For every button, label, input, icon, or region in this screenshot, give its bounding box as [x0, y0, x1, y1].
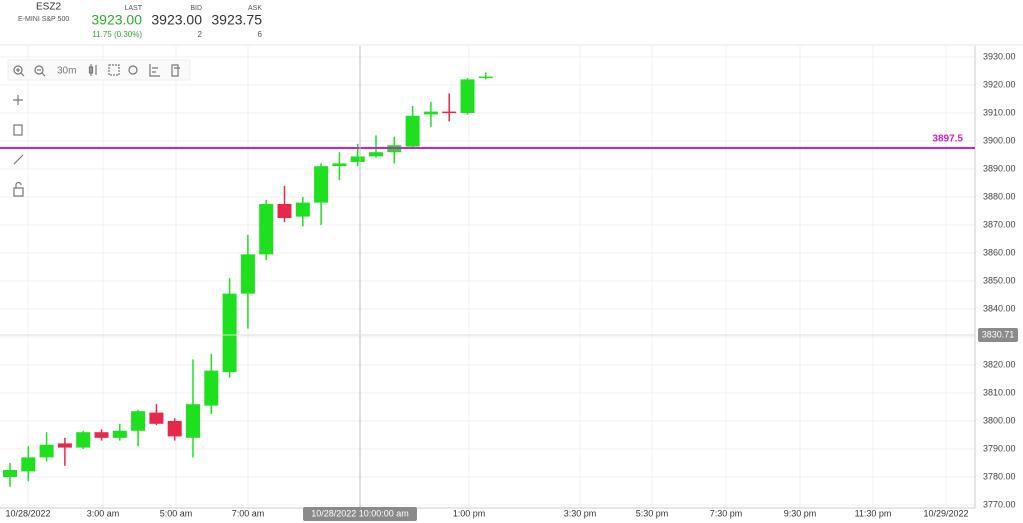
crosshair-price: 3830.71	[982, 329, 1015, 339]
candle-body	[94, 432, 109, 438]
zoom-in[interactable]	[13, 65, 25, 77]
x-tick-label: 5:00 am	[160, 508, 193, 518]
candle-body	[112, 430, 127, 438]
candle-body	[259, 204, 274, 255]
crosshair-tool[interactable]	[13, 95, 23, 105]
crosshair-time: 10/28/2022 10:00:00 am	[311, 508, 409, 518]
candle-body	[240, 254, 255, 294]
last-price: 3923.00	[91, 12, 142, 28]
interval[interactable]: 30m	[57, 66, 76, 77]
candle-body	[350, 156, 365, 162]
y-tick-label: 3840.00	[983, 303, 1016, 313]
lock-tool[interactable]	[13, 181, 24, 197]
candle-body	[39, 444, 54, 458]
bid-price: 3923.00	[151, 12, 202, 28]
notes-tool[interactable]	[13, 124, 23, 136]
candle-body	[131, 411, 146, 431]
bid-label: BID	[190, 5, 202, 12]
candle-body	[57, 443, 72, 448]
x-tick-label: 11:30 pm	[855, 508, 892, 518]
y-tick-label: 3860.00	[983, 247, 1016, 257]
x-tick-label: 3:00 am	[87, 508, 120, 518]
ask-price: 3923.75	[211, 12, 262, 28]
y-tick-label: 3850.00	[983, 275, 1016, 285]
y-tick-label: 3820.00	[983, 359, 1016, 369]
indicators[interactable]	[149, 64, 160, 77]
symbol: ESZ2	[36, 2, 61, 13]
y-tick-label: 3900.00	[983, 135, 1016, 145]
x-tick-label: 10/28/2022	[5, 508, 50, 518]
x-tick-label: 3:30 pm	[564, 508, 597, 518]
x-tick-label: 7:00 am	[232, 508, 265, 518]
candle-body	[369, 152, 383, 157]
y-tick-label: 3890.00	[983, 163, 1016, 173]
settings[interactable]	[128, 65, 138, 75]
candle-body	[222, 293, 237, 372]
candle-body	[314, 166, 329, 203]
candle-body	[460, 79, 475, 113]
x-tick-label: 7:30 pm	[710, 508, 743, 518]
candle-body	[332, 163, 347, 167]
toolbar-bg	[7, 59, 191, 81]
candle-body	[204, 370, 219, 406]
y-tick-label: 3910.00	[983, 107, 1016, 117]
y-tick-label: 3870.00	[983, 219, 1016, 229]
candle-body	[478, 76, 493, 79]
y-tick-label: 3790.00	[983, 443, 1016, 453]
candle-body	[21, 457, 36, 472]
candle-body	[76, 432, 91, 448]
candle-body	[442, 111, 457, 114]
plot: 3770.00 3780.00 3790.00 3800.00 3810.00 3820.…	[0, 46, 1018, 521]
bid-size: 2	[198, 30, 203, 39]
crosshair-price-box	[978, 328, 1018, 343]
zoom-out[interactable]	[34, 65, 46, 77]
candle-body	[3, 470, 17, 477]
y-tick-label: 3800.00	[983, 415, 1016, 425]
last-change: 11.75 (0.30%)	[92, 30, 142, 39]
y-tick-label: 3880.00	[983, 191, 1016, 201]
compare[interactable]	[171, 64, 180, 77]
candle-body	[405, 115, 420, 147]
select-tool[interactable]	[108, 64, 120, 76]
x-tick-label: 10/29/2022	[923, 508, 968, 518]
candle-body	[186, 404, 200, 438]
line-tool[interactable]	[13, 154, 24, 165]
candle-body	[149, 412, 164, 424]
price-line-label: 3897.5	[932, 134, 963, 145]
y-tick-label: 3780.00	[983, 471, 1016, 481]
candle-body	[277, 204, 292, 218]
x-tick-label: 9:30 pm	[784, 508, 817, 518]
x-tick-label: 5:30 pm	[636, 508, 669, 518]
last-label: LAST	[124, 5, 142, 12]
ask-label: ASK	[248, 5, 262, 12]
description: E-MINI S&P 500	[18, 16, 69, 23]
y-tick-label: 3930.00	[983, 51, 1016, 61]
y-tick-label: 3920.00	[983, 79, 1016, 89]
y-tick-label: 3770.00	[983, 499, 1016, 509]
candle-body	[423, 111, 438, 115]
candle-body	[167, 421, 182, 437]
candle-body	[295, 202, 310, 217]
crosshair-time-box	[303, 507, 417, 521]
candle-type[interactable]	[88, 64, 97, 76]
x-tick-label: 1:00 pm	[453, 508, 486, 518]
toolbar: 30m	[7, 59, 191, 197]
ask-size: 6	[258, 30, 263, 39]
y-tick-label: 3810.00	[983, 387, 1016, 397]
